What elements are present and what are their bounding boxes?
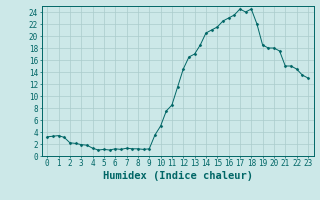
X-axis label: Humidex (Indice chaleur): Humidex (Indice chaleur): [103, 171, 252, 181]
